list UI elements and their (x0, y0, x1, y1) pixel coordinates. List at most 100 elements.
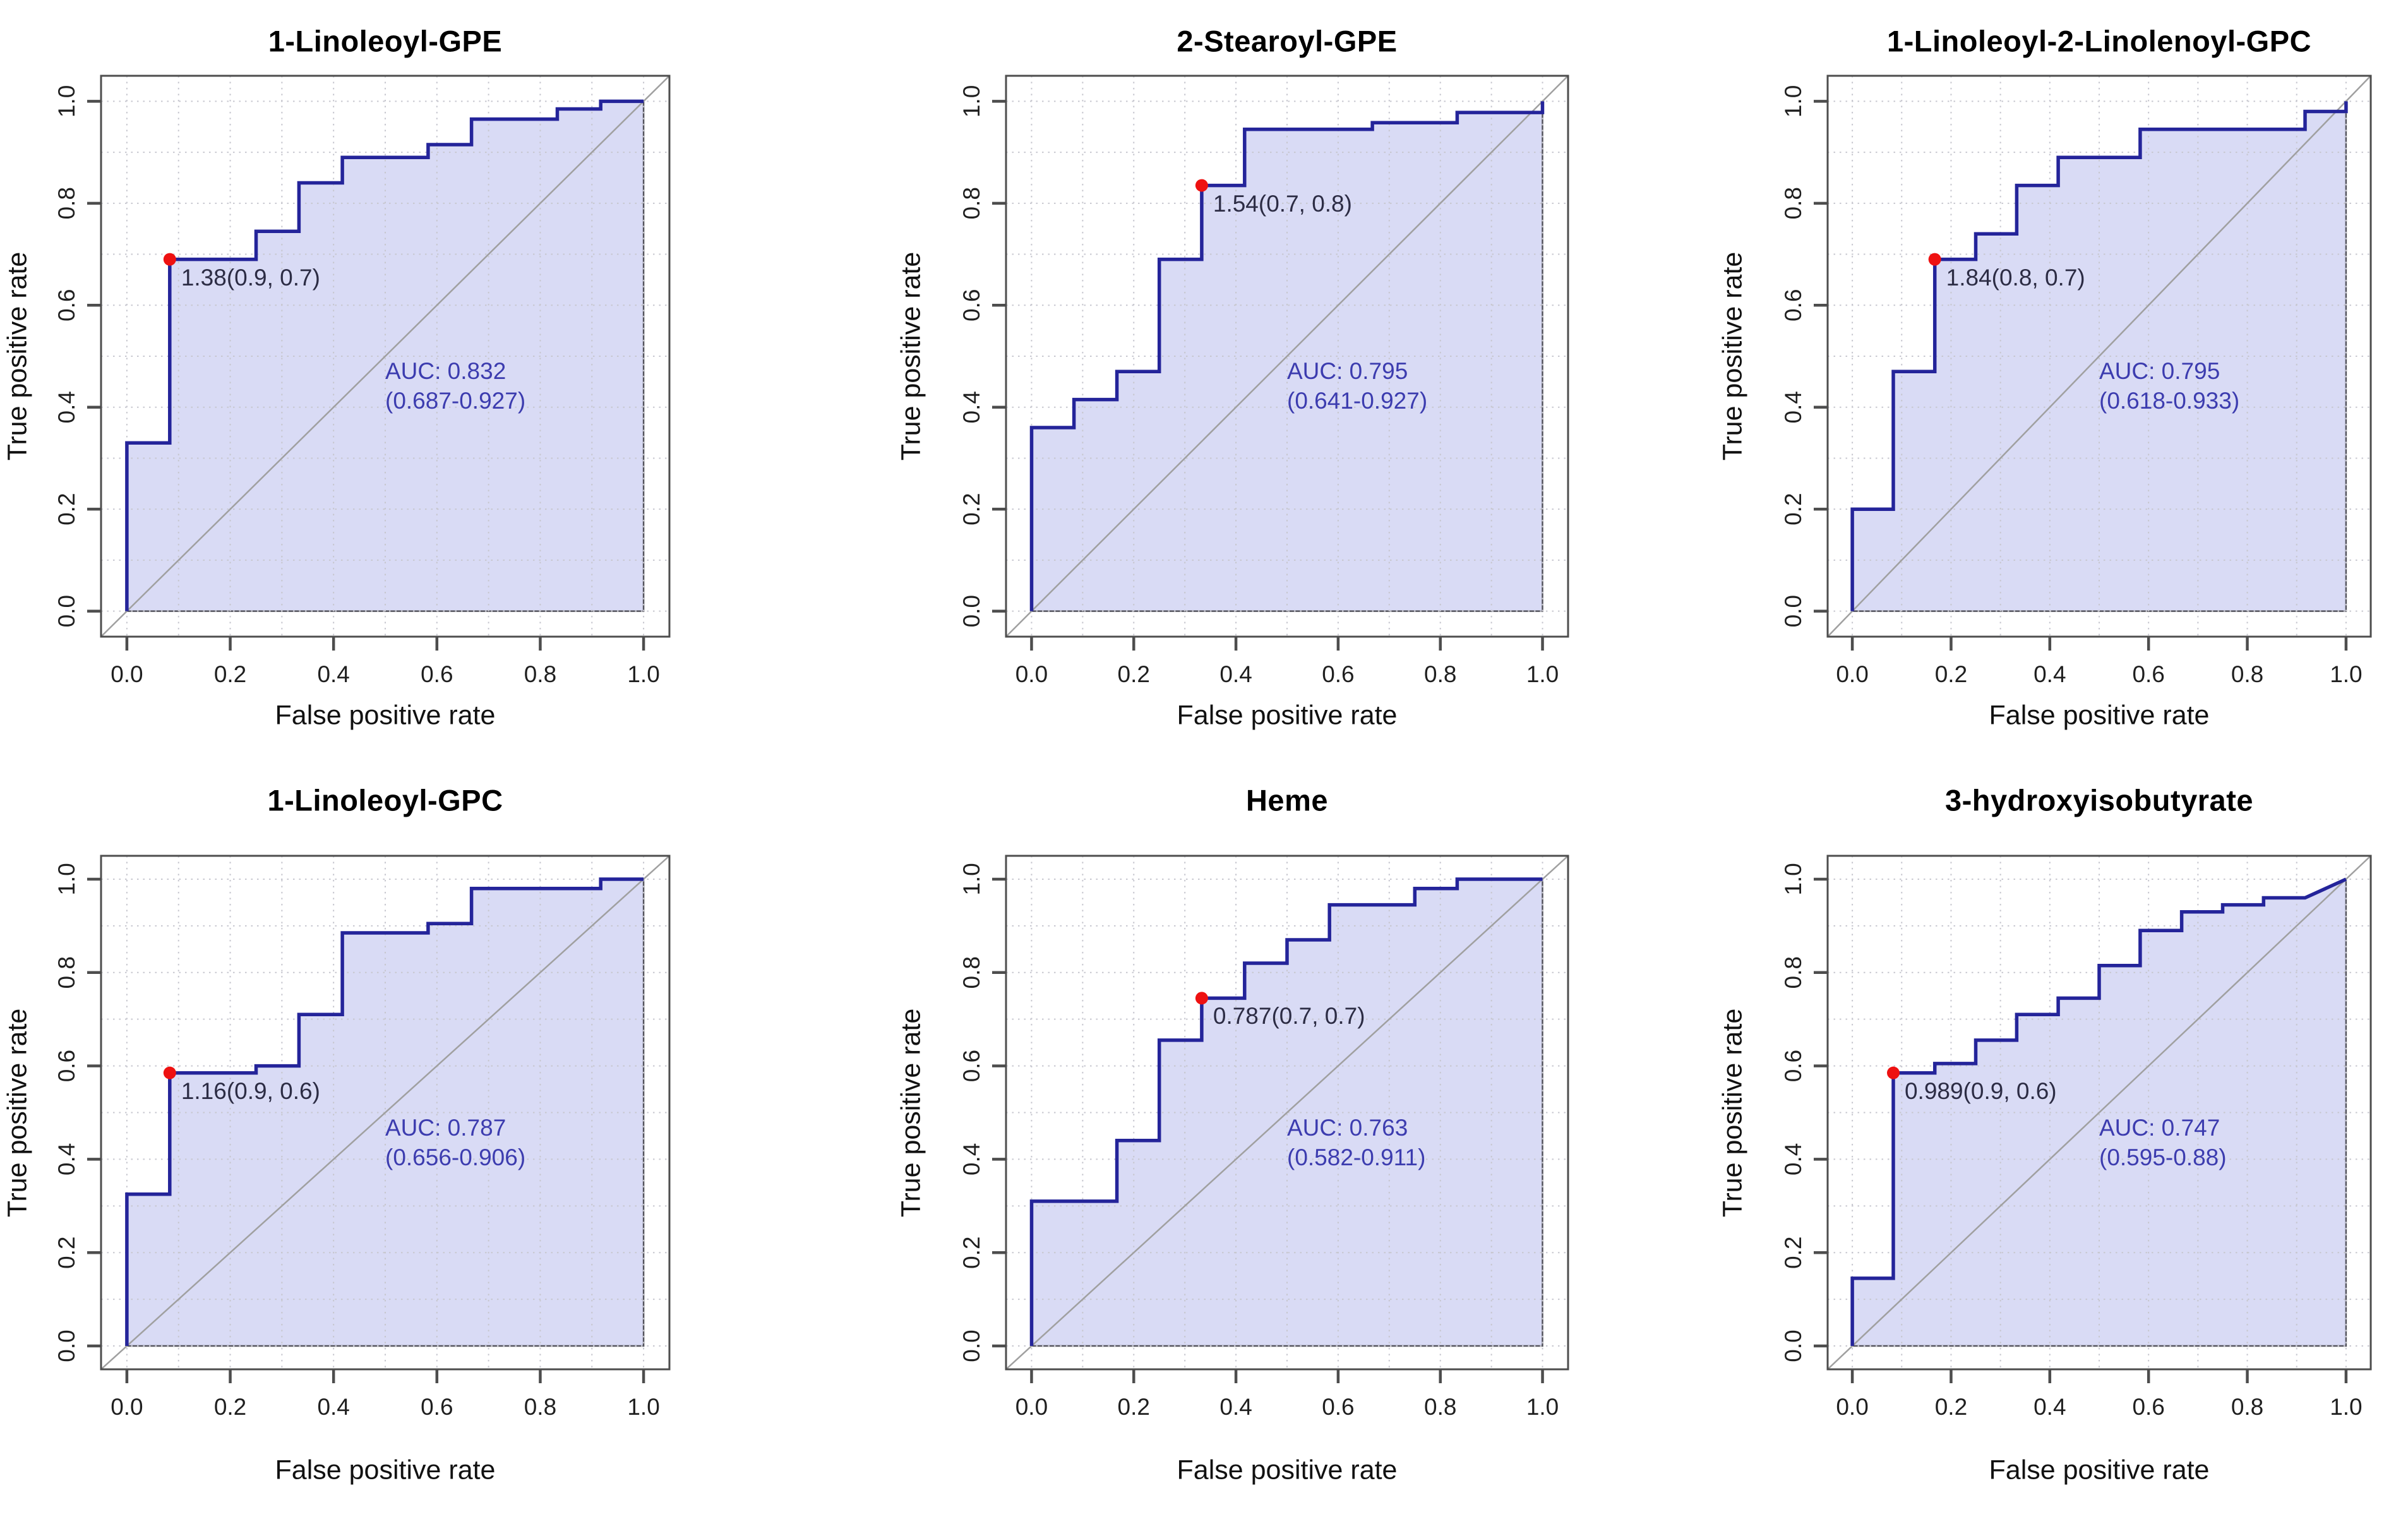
auc-value: AUC: 0.763 (1287, 1114, 1408, 1141)
svg-text:0.0: 0.0 (54, 1330, 80, 1362)
x-axis-label: False positive rate (275, 700, 496, 731)
svg-text:0.2: 0.2 (54, 1237, 80, 1269)
auc-ci: (0.582-0.911) (1287, 1144, 1426, 1170)
roc-chart-cell-2: 2-Stearoyl-GPE True positive rate 0.0 0.0… (803, 0, 1605, 759)
x-axis-label: False positive rate (1989, 700, 2210, 731)
svg-text:0.2: 0.2 (214, 661, 246, 687)
svg-text:0.0: 0.0 (1836, 661, 1868, 687)
chart-title: 1-Linoleoyl-GPC (267, 783, 503, 817)
roc-plot-svg: 0.0 0.0 0.2 0.2 0.4 0.4 0.6 0.6 0.8 0.8 1.0 1.0 (1780, 75, 2372, 687)
svg-text:0.6: 0.6 (1780, 1050, 1806, 1082)
optimal-point-label: 1.38(0.9, 0.7) (181, 264, 320, 291)
svg-text:0.6: 0.6 (54, 1050, 80, 1082)
svg-text:0.6: 0.6 (959, 289, 985, 321)
svg-text:0.6: 0.6 (1780, 289, 1806, 321)
svg-text:0.2: 0.2 (1780, 493, 1806, 525)
svg-text:1.0: 1.0 (1526, 1394, 1559, 1420)
optimal-point-label: 0.787(0.7, 0.7) (1213, 1003, 1365, 1030)
svg-text:0.2: 0.2 (1935, 661, 1967, 687)
svg-text:0.8: 0.8 (959, 187, 985, 219)
svg-text:0.2: 0.2 (959, 1237, 985, 1269)
chart-title: 1-Linoleoyl-2-Linolenoyl-GPC (1886, 24, 2312, 58)
auc-ci: (0.618-0.933) (2099, 388, 2240, 414)
svg-text:0.8: 0.8 (524, 1394, 556, 1420)
roc-chart-cell-1: 1-Linoleoyl-GPE True positive rate 0.0 0.… (0, 0, 803, 759)
svg-text:0.0: 0.0 (54, 595, 80, 627)
svg-text:0.6: 0.6 (421, 661, 453, 687)
svg-text:0.0: 0.0 (1015, 661, 1048, 687)
svg-text:1.0: 1.0 (54, 863, 80, 895)
svg-text:0.0: 0.0 (111, 661, 143, 687)
auc-ci: (0.656-0.906) (385, 1144, 526, 1170)
svg-text:0.4: 0.4 (959, 391, 985, 423)
svg-text:0.2: 0.2 (1780, 1237, 1806, 1269)
svg-text:0.0: 0.0 (111, 1394, 143, 1420)
roc-plot-svg: 0.0 0.0 0.2 0.2 0.4 0.4 0.6 0.6 0.8 0.8 1.0 1.0 (959, 855, 1569, 1420)
svg-text:0.2: 0.2 (54, 493, 80, 525)
auc-value: AUC: 0.795 (2099, 358, 2220, 384)
auc-annotation: AUC: 0.763 (0.582-0.911) (1287, 1113, 1425, 1172)
roc-chart-cell-4: 1-Linoleoyl-GPC True positive rate 0.0 0.… (0, 759, 803, 1519)
svg-text:0.6: 0.6 (1322, 661, 1354, 687)
auc-ci: (0.687-0.927) (385, 388, 526, 414)
svg-text:1.0: 1.0 (2330, 661, 2362, 687)
svg-text:1.0: 1.0 (627, 661, 659, 687)
x-axis-label: False positive rate (1989, 1455, 2210, 1486)
chart-title: 1-Linoleoyl-GPE (268, 24, 503, 58)
roc-chart-cell-5: Heme True positive rate 0.0 0.0 0.2 0.2 0.4 0… (803, 759, 1605, 1519)
auc-annotation: AUC: 0.795 (0.618-0.933) (2099, 356, 2239, 416)
svg-text:0.2: 0.2 (959, 493, 985, 525)
roc-plot-svg: 0.0 0.0 0.2 0.2 0.4 0.4 0.6 0.6 0.8 0.8 1.0 1.0 (54, 855, 671, 1420)
auc-value: AUC: 0.832 (385, 358, 506, 384)
svg-text:0.6: 0.6 (2132, 1394, 2164, 1420)
svg-text:1.0: 1.0 (959, 85, 985, 117)
roc-chart-cell-3: 1-Linoleoyl-2-Linolenoyl-GPC True positi… (1605, 0, 2408, 759)
chart-title: 3-hydroxyisobutyrate (1945, 783, 2253, 817)
svg-text:0.0: 0.0 (959, 595, 985, 627)
roc-chart-cell-6: 3-hydroxyisobutyrate True positive rate … (1605, 759, 2408, 1519)
roc-plot-svg: 0.0 0.0 0.2 0.2 0.4 0.4 0.6 0.6 0.8 0.8 1.0 1.0 (959, 75, 1569, 687)
svg-text:0.4: 0.4 (2034, 661, 2066, 687)
x-axis-label: False positive rate (1177, 1455, 1398, 1486)
svg-text:0.8: 0.8 (2231, 661, 2263, 687)
optimal-point-label: 1.16(0.9, 0.6) (181, 1078, 320, 1104)
optimal-point-label: 0.989(0.9, 0.6) (1904, 1078, 2057, 1104)
roc-plot-svg: 0.0 0.0 0.2 0.2 0.4 0.4 0.6 0.6 0.8 0.8 1.0 1.0 (1780, 855, 2372, 1420)
svg-text:0.2: 0.2 (1118, 661, 1150, 687)
svg-text:0.0: 0.0 (1836, 1394, 1868, 1420)
svg-text:0.4: 0.4 (959, 1143, 985, 1175)
svg-text:1.0: 1.0 (2330, 1394, 2362, 1420)
svg-text:0.2: 0.2 (214, 1394, 246, 1420)
svg-text:1.0: 1.0 (1780, 85, 1806, 117)
svg-text:0.2: 0.2 (1935, 1394, 1967, 1420)
svg-text:0.8: 0.8 (1780, 956, 1806, 988)
svg-text:0.6: 0.6 (421, 1394, 453, 1420)
auc-annotation: AUC: 0.795 (0.641-0.927) (1287, 356, 1427, 416)
auc-annotation: AUC: 0.787 (0.656-0.906) (385, 1113, 525, 1172)
svg-text:0.4: 0.4 (54, 1143, 80, 1175)
svg-text:0.8: 0.8 (1424, 661, 1456, 687)
auc-value: AUC: 0.747 (2099, 1114, 2220, 1141)
auc-annotation: AUC: 0.747 (0.595-0.88) (2099, 1113, 2227, 1172)
auc-value: AUC: 0.795 (1287, 358, 1408, 384)
svg-text:0.0: 0.0 (1780, 1330, 1806, 1362)
svg-text:0.0: 0.0 (1015, 1394, 1048, 1420)
auc-ci: (0.641-0.927) (1287, 388, 1428, 414)
svg-text:0.8: 0.8 (2231, 1394, 2263, 1420)
svg-text:1.0: 1.0 (54, 85, 80, 117)
svg-text:0.4: 0.4 (54, 391, 80, 423)
auc-ci: (0.595-0.88) (2099, 1144, 2227, 1170)
svg-text:1.0: 1.0 (1526, 661, 1559, 687)
svg-text:0.4: 0.4 (1780, 1143, 1806, 1175)
svg-text:0.0: 0.0 (959, 1330, 985, 1362)
x-axis-label: False positive rate (1177, 700, 1398, 731)
optimal-point-label: 1.84(0.8, 0.7) (1946, 264, 2085, 291)
svg-text:0.8: 0.8 (54, 956, 80, 988)
x-axis-label: False positive rate (275, 1455, 496, 1486)
svg-text:0.4: 0.4 (1219, 661, 1252, 687)
svg-text:0.4: 0.4 (317, 661, 349, 687)
svg-text:0.6: 0.6 (1322, 1394, 1354, 1420)
svg-text:0.6: 0.6 (959, 1050, 985, 1082)
